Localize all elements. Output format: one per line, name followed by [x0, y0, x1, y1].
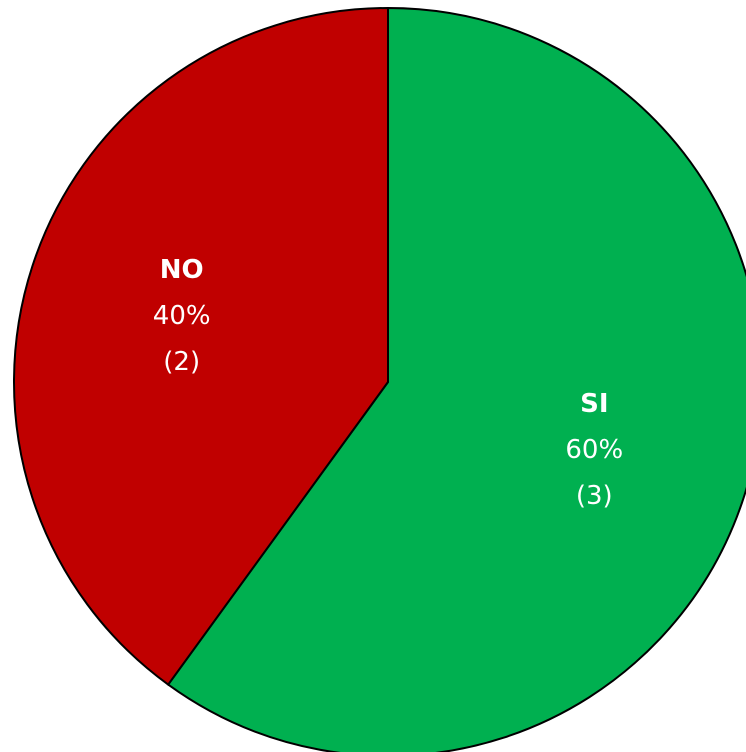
slice-count-label: (3) — [576, 481, 613, 511]
slice-name-label: NO — [160, 255, 204, 285]
slice-percent-label: 60% — [565, 435, 623, 465]
slice-percent-label: 40% — [153, 301, 211, 331]
slice-count-label: (2) — [163, 347, 200, 377]
slice-name-label: SI — [580, 389, 608, 419]
